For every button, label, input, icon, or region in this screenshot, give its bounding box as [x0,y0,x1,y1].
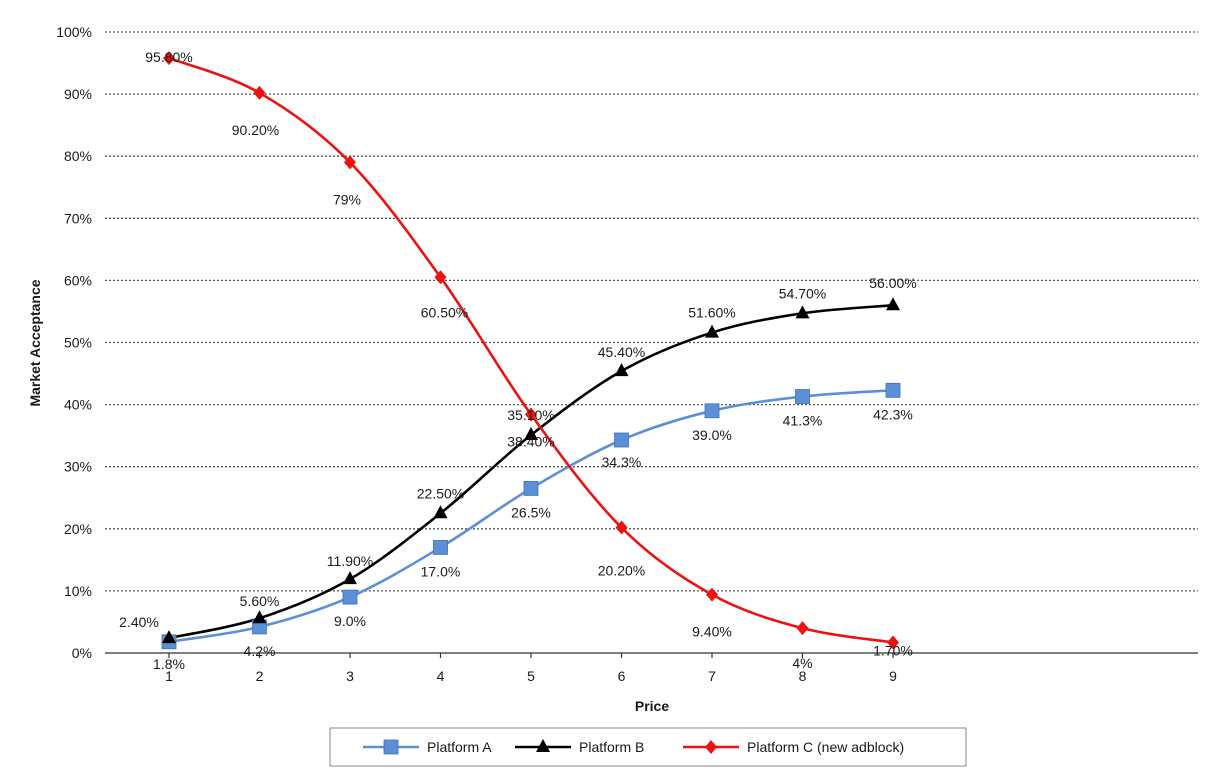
data-point-platform-b [795,305,810,319]
data-point-platform-b [886,297,900,311]
data-point-platform-b [614,363,629,377]
y-tick-label: 50% [64,335,92,351]
data-point-platform-c-new-adblock [163,51,175,66]
data-label-platform-c-new-adblock: 20.20% [598,563,645,579]
data-point-platform-c-new-adblock [434,270,447,285]
data-label-platform-a: 39.0% [692,427,732,443]
data-label-platform-b: 5.60% [240,593,280,609]
data-label-platform-a: 1.8% [153,656,185,672]
legend-label-platform-b: Platform B [579,739,644,755]
data-point-platform-a [433,540,448,555]
data-point-platform-a [795,389,810,404]
x-tick-label: 7 [708,668,716,684]
data-point-platform-c-new-adblock [525,407,537,422]
legend-label-platform-a: Platform A [427,739,492,755]
legend-label-platform-c-new-adblock: Platform C (new adblock) [747,739,904,755]
x-tick-label: 2 [256,668,264,684]
data-label-platform-b: 22.50% [417,485,464,501]
data-point-platform-c-new-adblock [344,155,356,170]
data-label-platform-a: 34.3% [602,454,642,470]
data-label-platform-a: 9.0% [334,613,366,629]
x-axis-ticks: 1 2 3 4 5 6 7 8 9 [165,653,897,684]
data-point-platform-b [252,610,267,624]
x-tick-label: 8 [799,668,807,684]
y-tick-label: 0% [72,645,92,661]
y-tick-label: 40% [64,397,92,413]
data-label-platform-c-new-adblock: 9.40% [692,624,732,640]
data-label-platform-c-new-adblock: 4% [792,655,812,671]
data-label-platform-b: 11.90% [327,553,373,569]
data-label-platform-a: 41.3% [783,413,823,429]
y-tick-label: 100% [56,24,92,40]
data-point-platform-b [343,571,357,585]
series-markers [161,51,901,650]
data-label-platform-a: 4.2% [244,643,276,659]
legend-marker-platform-b [536,739,550,752]
gridlines [105,31,1198,592]
x-axis-title: Price [635,698,669,714]
data-label-platform-b: 54.70% [779,285,826,301]
data-point-platform-c-new-adblock [253,85,266,100]
data-label-platform-a: 17.0% [421,563,461,579]
data-label-platform-c-new-adblock: 60.50% [421,304,468,320]
legend: Platform A Platform B Platform C (new adbl… [329,727,967,767]
data-label-platform-c-new-adblock: 90.20% [232,122,279,138]
data-label-platform-b: 2.40% [119,614,159,630]
data-point-platform-c-new-adblock [887,635,899,650]
y-tick-label: 90% [64,86,92,102]
series-line-platform-b [168,303,894,640]
y-tick-label: 10% [64,583,92,599]
y-tick-label: 70% [64,210,92,226]
x-tick-label: 9 [889,668,897,684]
y-tick-label: 20% [64,521,92,537]
x-tick-label: 6 [618,668,626,684]
series-line-platform-c-new-adblock [168,56,894,644]
legend-marker-platform-c-new-adblock [705,740,717,754]
data-label-platform-b: 35.10% [507,407,554,423]
x-tick-label: 3 [346,668,354,684]
y-axis-ticks: 0% 10% 20% 30% 40% 50% 60% 70% 80% 90% 100% [56,24,92,661]
data-point-platform-a [342,589,358,605]
data-label-platform-c-new-adblock: 79% [333,191,361,207]
data-label-platform-c-new-adblock: 1.70% [873,642,913,658]
data-point-platform-a [614,432,629,448]
data-point-platform-b [162,630,176,644]
x-tick-label: 4 [437,668,445,684]
y-axis-title: Market Acceptance [27,279,43,406]
y-tick-label: 60% [64,272,92,288]
legend-box [329,727,967,767]
data-label-platform-a: 26.5% [511,504,551,520]
data-point-platform-c-new-adblock [615,520,628,535]
data-point-platform-a [885,382,901,398]
data-point-platform-b [705,324,719,338]
data-label-platform-b: 56.00% [869,275,916,291]
data-label-platform-c-new-adblock: 38.40% [507,434,554,450]
data-label-platform-b: 51.60% [688,305,735,321]
data-label-platform-a: 42.3% [873,406,913,422]
x-tick-label: 5 [527,668,535,684]
y-tick-label: 80% [64,148,92,164]
data-point-platform-b [433,505,448,519]
data-point-platform-a [523,481,539,496]
data-point-platform-c-new-adblock [706,587,718,602]
data-point-platform-c-new-adblock [796,621,809,636]
legend-marker-platform-a [383,739,399,755]
data-point-platform-b [524,427,538,441]
y-tick-label: 30% [64,459,92,475]
data-label-platform-c-new-adblock: 95.80% [145,49,192,65]
data-labels: 1.8% 4.2% 9.0% 17.0% 26.5% 34.3% 39.0% 41.3% 42.… [119,49,917,672]
x-tick-label: 1 [165,668,173,684]
series-lines [168,56,894,644]
data-label-platform-b: 45.40% [598,344,645,360]
data-point-platform-a [704,403,720,419]
